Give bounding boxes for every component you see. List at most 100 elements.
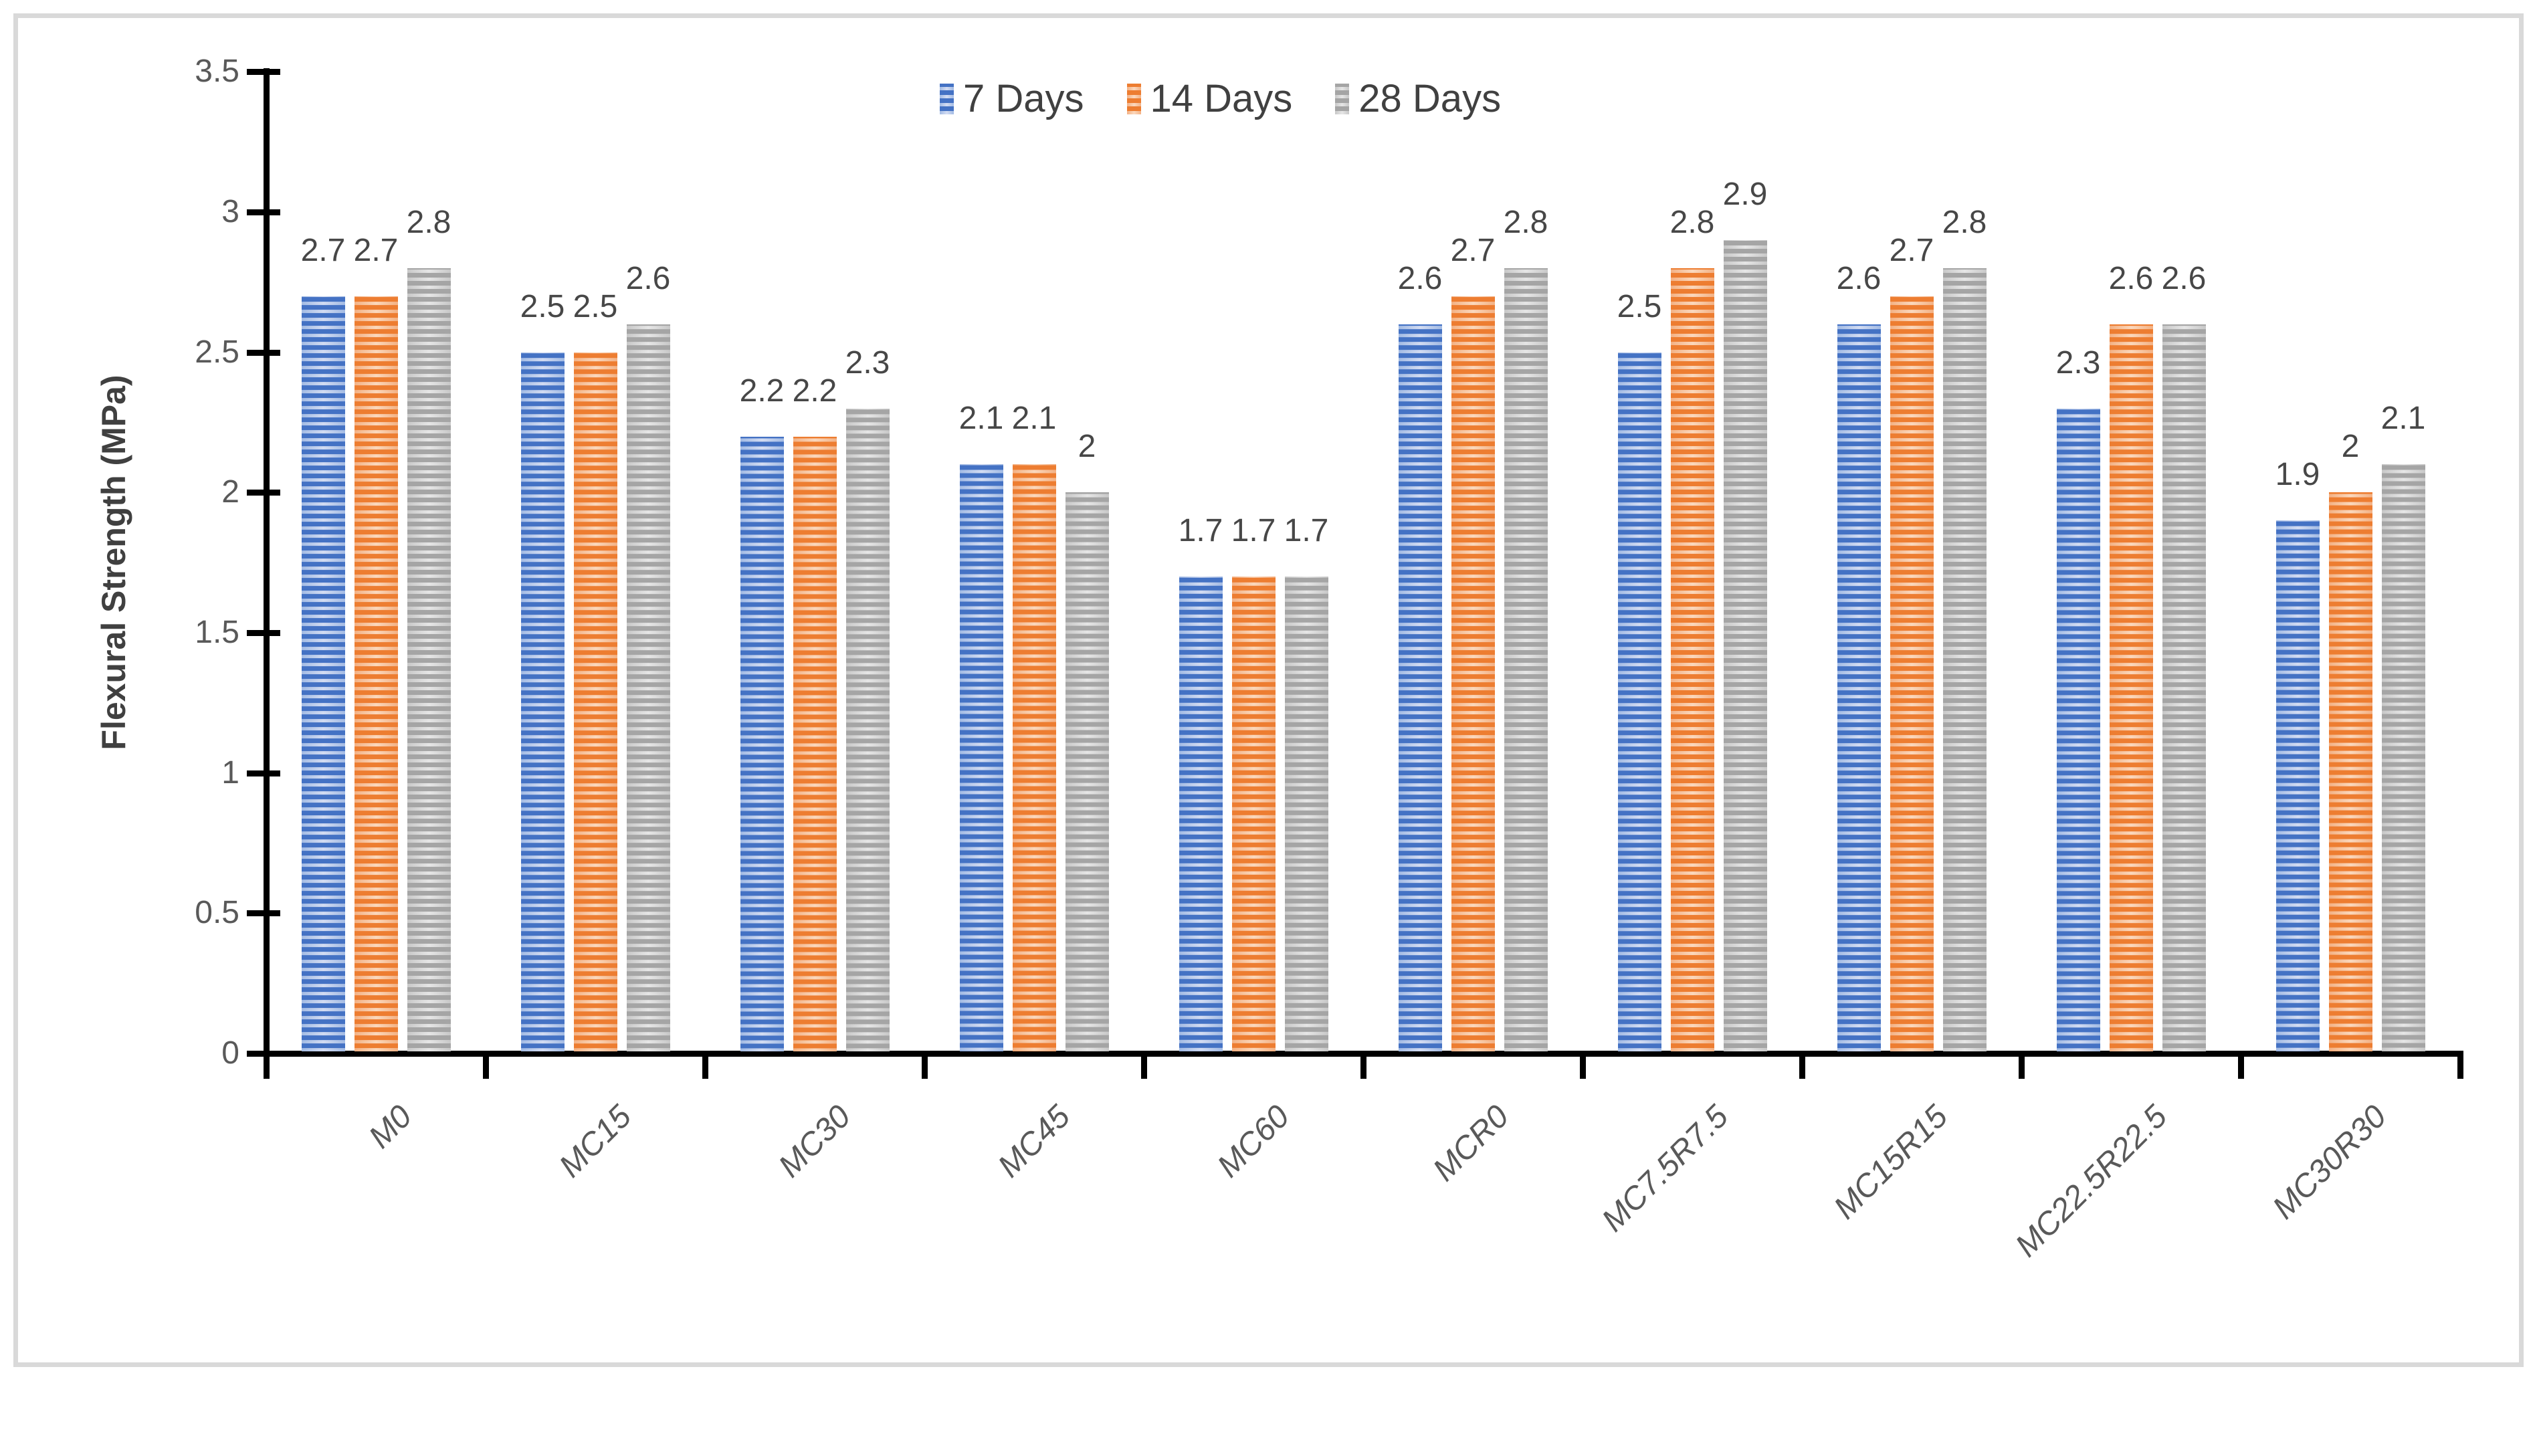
bar-28days-mc45 [1065, 492, 1109, 1051]
bar-28days-mc15r15 [1942, 268, 1987, 1051]
legend-label: 7 Days [963, 77, 1084, 120]
x-category-label: MC60 [1211, 1098, 1297, 1184]
bar-label: 2.8 [406, 204, 451, 240]
y-tick-label: 3.5 [195, 54, 239, 90]
y-tick-label: 2 [221, 474, 239, 510]
bar-label: 2.8 [1669, 204, 1715, 240]
x-tick [2457, 1051, 2463, 1079]
bar-14days-mc30r30 [2328, 492, 2372, 1051]
bar-label: 2.3 [845, 344, 890, 381]
y-tick-label: 2.5 [195, 334, 239, 370]
x-tick [2238, 1051, 2244, 1079]
x-category-label: MC30R30 [2265, 1098, 2394, 1226]
bar-label: 1.7 [1178, 513, 1223, 549]
bar-28days-mc30 [845, 408, 890, 1051]
bar-28days-mc7.5r7.5 [1723, 240, 1767, 1051]
legend-swatch-icon [940, 84, 954, 114]
y-tick [247, 490, 280, 496]
bar-14days-mc15 [573, 352, 617, 1051]
bar-14days-mc15r15 [1890, 296, 1934, 1051]
bar-28days-mc30r30 [2381, 464, 2425, 1051]
bar-28days-mc15 [626, 324, 670, 1051]
bar-label: 2.5 [1617, 288, 1662, 324]
x-category-label: MC22.5R22.5 [2009, 1098, 2174, 1264]
x-tick [483, 1051, 489, 1079]
bar-14days-mc60 [1231, 577, 1276, 1051]
y-tick-label: 3 [221, 194, 239, 230]
legend-swatch-icon [1335, 84, 1350, 114]
x-tick [2019, 1051, 2025, 1079]
x-category-label: MC15 [552, 1098, 639, 1184]
x-category-label: MC15R15 [1827, 1098, 1955, 1226]
plot-area: Flexural Strength (MPa) 7 Days 14 Days 28 … [95, 54, 2463, 1264]
bar-label: 2.6 [2108, 260, 2154, 296]
bar-28days-mc22.5r22.5 [2162, 324, 2206, 1051]
bar-label: 2 [2341, 429, 2360, 465]
bar-7days-mc30 [740, 436, 784, 1051]
x-tick [264, 1051, 270, 1079]
bar-7days-mc30r30 [2275, 520, 2320, 1051]
y-axis-line [264, 68, 270, 1057]
y-tick-label: 0.5 [195, 895, 239, 931]
bar-label: 2.8 [1942, 204, 1987, 240]
bar-label: 2.7 [1889, 232, 1934, 268]
bar-7days-m0 [301, 296, 345, 1051]
bar-28days-mc60 [1284, 577, 1328, 1051]
bar-label: 2.2 [792, 373, 837, 409]
bar-28days-mcr0 [1504, 268, 1548, 1051]
bar-7days-mcr0 [1398, 324, 1442, 1051]
bar-label: 1.7 [1284, 513, 1329, 549]
bar-14days-m0 [354, 296, 398, 1051]
bar-label: 2 [1078, 429, 1096, 465]
bar-label: 2.5 [520, 288, 565, 324]
bar-label: 2.6 [2161, 260, 2207, 296]
x-tick [922, 1051, 928, 1079]
y-tick [247, 69, 280, 76]
y-tick-label: 0 [221, 1035, 239, 1071]
bar-7days-mc60 [1179, 577, 1223, 1051]
bar-28days-m0 [407, 268, 451, 1051]
x-tick [1580, 1051, 1586, 1079]
bar-label: 2.6 [625, 260, 671, 296]
y-axis-title: Flexural Strength (MPa) [95, 375, 132, 750]
x-tick [1799, 1051, 1805, 1079]
legend-item-28-days: 28 Days [1335, 78, 1501, 120]
bar-label: 1.7 [1231, 513, 1276, 549]
legend-item-14-days: 14 Days [1126, 77, 1293, 120]
bar-label: 2.8 [1503, 204, 1548, 240]
x-tick [1360, 1051, 1366, 1079]
bar-label: 2.6 [1836, 260, 1882, 296]
bar-label: 2.6 [1397, 260, 1443, 296]
y-tick [247, 349, 280, 356]
y-tick [247, 770, 280, 776]
y-tick-label: 1.5 [195, 615, 239, 651]
legend-label: 14 Days [1150, 77, 1293, 120]
bar-label: 2.7 [1450, 232, 1496, 268]
bar-label: 2.1 [958, 401, 1004, 437]
y-tick [247, 209, 280, 216]
bar-7days-mc45 [959, 464, 1003, 1051]
x-category-label: MCR0 [1426, 1098, 1516, 1188]
x-category-label: MC7.5R7.5 [1595, 1098, 1736, 1239]
bar-label: 2.2 [739, 373, 785, 409]
bar-7days-mc15 [520, 352, 565, 1051]
bar-label: 2.1 [1011, 401, 1057, 437]
x-category-label: MC45 [991, 1098, 1078, 1184]
y-tick-label: 1 [221, 754, 239, 791]
bar-label: 2.7 [353, 232, 399, 268]
x-category-label: M0 [362, 1098, 419, 1156]
bar-7days-mc22.5r22.5 [2056, 408, 2100, 1051]
legend-label: 28 Days [1358, 77, 1502, 120]
bar-7days-mc15r15 [1837, 324, 1881, 1051]
legend-item-7-days: 7 Days [940, 78, 1084, 120]
bar-label: 1.9 [2275, 457, 2320, 493]
legend: 7 Days 14 Days 28 Days [940, 78, 1501, 120]
bar-label: 2.7 [300, 232, 346, 268]
x-tick [702, 1051, 708, 1079]
bar-14days-mc7.5r7.5 [1670, 268, 1714, 1051]
bar-label: 2.1 [2380, 401, 2426, 437]
x-category-label: MC30 [772, 1098, 858, 1184]
bar-14days-mc45 [1012, 464, 1056, 1051]
bar-label: 2.9 [1722, 177, 1768, 213]
bar-14days-mc30 [793, 436, 837, 1051]
